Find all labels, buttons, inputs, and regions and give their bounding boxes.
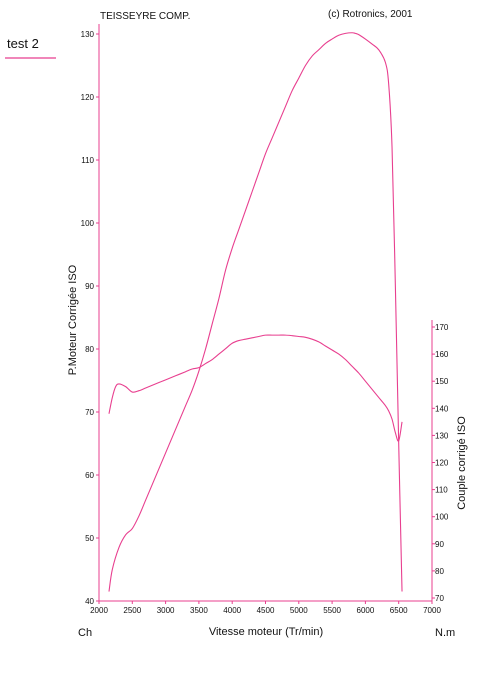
right-unit-label: N.m	[435, 627, 455, 639]
x-tick-label: 7000	[423, 606, 441, 615]
series-group	[108, 32, 403, 592]
right-tick-label: 110	[435, 486, 448, 495]
left-axis-ticks: 40 50 60 70 80 90 100 110 120 130	[81, 30, 99, 606]
x-tick-label: 3500	[190, 606, 208, 615]
right-tick-label: 100	[435, 513, 449, 522]
right-axis-ticks: 70 80 90 100 110 120 130 140 150 160 170	[432, 323, 449, 603]
x-tick-label: 4500	[257, 606, 275, 615]
x-tick-label: 5500	[323, 606, 341, 615]
left-tick-label: 80	[85, 345, 94, 354]
left-tick-label: 120	[81, 93, 95, 102]
x-axis-ticks: 2000 2500 3000 3500 4000 4500 5000 5500 6000 6500…	[90, 601, 441, 615]
right-tick-label: 120	[435, 459, 449, 468]
left-tick-label: 40	[85, 597, 94, 606]
x-tick-label: 6000	[357, 606, 375, 615]
left-tick-label: 70	[85, 408, 94, 417]
right-axis-title: Couple corrigé ISO	[456, 416, 468, 510]
right-tick-label: 160	[435, 350, 449, 359]
x-tick-label: 4000	[223, 606, 241, 615]
left-tick-label: 50	[85, 534, 94, 543]
x-axis-title: Vitesse moteur (Tr/min)	[209, 626, 323, 638]
right-tick-label: 140	[435, 404, 449, 413]
left-tick-label: 100	[81, 219, 95, 228]
x-tick-label: 3000	[157, 606, 175, 615]
right-tick-label: 150	[435, 377, 449, 386]
torque-curve	[108, 334, 403, 442]
right-tick-label: 80	[435, 567, 444, 576]
right-tick-label: 170	[435, 323, 449, 332]
left-unit-label: Ch	[78, 627, 92, 639]
x-tick-label: 5000	[290, 606, 308, 615]
right-tick-label: 90	[435, 540, 444, 549]
x-tick-label: 2000	[90, 606, 108, 615]
copyright-text: (c) Rotronics, 2001	[328, 9, 413, 20]
left-tick-label: 130	[81, 30, 95, 39]
left-tick-label: 60	[85, 471, 94, 480]
left-tick-label: 110	[81, 156, 94, 165]
power-curve	[108, 32, 403, 592]
company-title: TEISSEYRE COMP.	[100, 11, 190, 22]
x-tick-label: 6500	[390, 606, 408, 615]
right-tick-label: 70	[435, 594, 444, 603]
left-axis-title: P.Moteur Corrigée ISO	[67, 264, 79, 375]
right-tick-label: 130	[435, 431, 449, 440]
x-tick-label: 2500	[123, 606, 141, 615]
note-text: test 2	[7, 36, 39, 51]
left-tick-label: 90	[85, 282, 94, 291]
